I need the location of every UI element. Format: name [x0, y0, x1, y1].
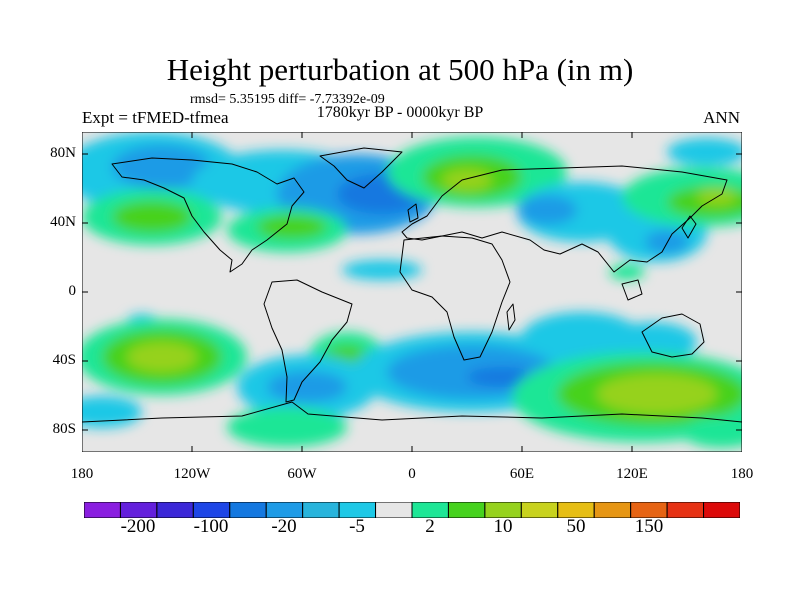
colorbar-box: [703, 502, 740, 518]
coast-japan: [681, 215, 697, 239]
coast-north-america: [111, 157, 305, 273]
chart-title: Height perturbation at 500 hPa (in m): [166, 52, 634, 87]
lon-tick-label: 120E: [616, 466, 648, 482]
coast-antarctica: [82, 401, 742, 423]
colorbar-label: 10: [493, 516, 513, 537]
lon-tick-label: 180: [730, 466, 754, 482]
contour-map: [82, 132, 742, 452]
coast-south-america: [263, 279, 353, 403]
coast-madagascar: [506, 303, 516, 331]
colorbar-label: -20: [271, 516, 297, 537]
lat-tick-label: 40N: [50, 214, 76, 230]
lat-tick-label: 40S: [52, 352, 76, 368]
lon-tick-label: 0: [408, 466, 416, 482]
colorbar: [84, 502, 740, 518]
coast-borneo: [621, 279, 643, 301]
lon-tick-label: 60W: [287, 466, 317, 482]
lon-tick-label: 60E: [509, 466, 535, 482]
colorbar-label: 50: [566, 516, 586, 537]
lat-tick-label: 0: [68, 283, 77, 299]
colorbar-label: -5: [349, 516, 365, 537]
lon-tick-label: 180: [70, 466, 94, 482]
colorbar-label: 2: [425, 516, 435, 537]
period-label: 1780kyr BP - 0000kyr BP: [316, 104, 484, 121]
coast-australia: [641, 313, 705, 358]
coast-britain: [407, 203, 419, 223]
colorbar-label: -100: [193, 516, 229, 537]
season-label: ANN: [703, 108, 740, 127]
lat-tick-label: 80S: [52, 421, 76, 437]
axis-ticks: [82, 132, 742, 452]
lat-tick-label: 80N: [50, 145, 76, 161]
colorbar-label: 150: [634, 516, 664, 537]
colorbar-label: -200: [120, 516, 156, 537]
coast-greenland: [319, 147, 403, 189]
experiment-label: Expt = tFMED-tfmea: [82, 108, 229, 127]
coast-africa: [399, 235, 511, 361]
coast-eurasia: [401, 165, 728, 273]
coastlines: [82, 147, 742, 423]
lon-tick-label: 120W: [173, 466, 211, 482]
stats-text: rmsd= 5.35195 diff= -7.73392e-09: [190, 92, 385, 107]
